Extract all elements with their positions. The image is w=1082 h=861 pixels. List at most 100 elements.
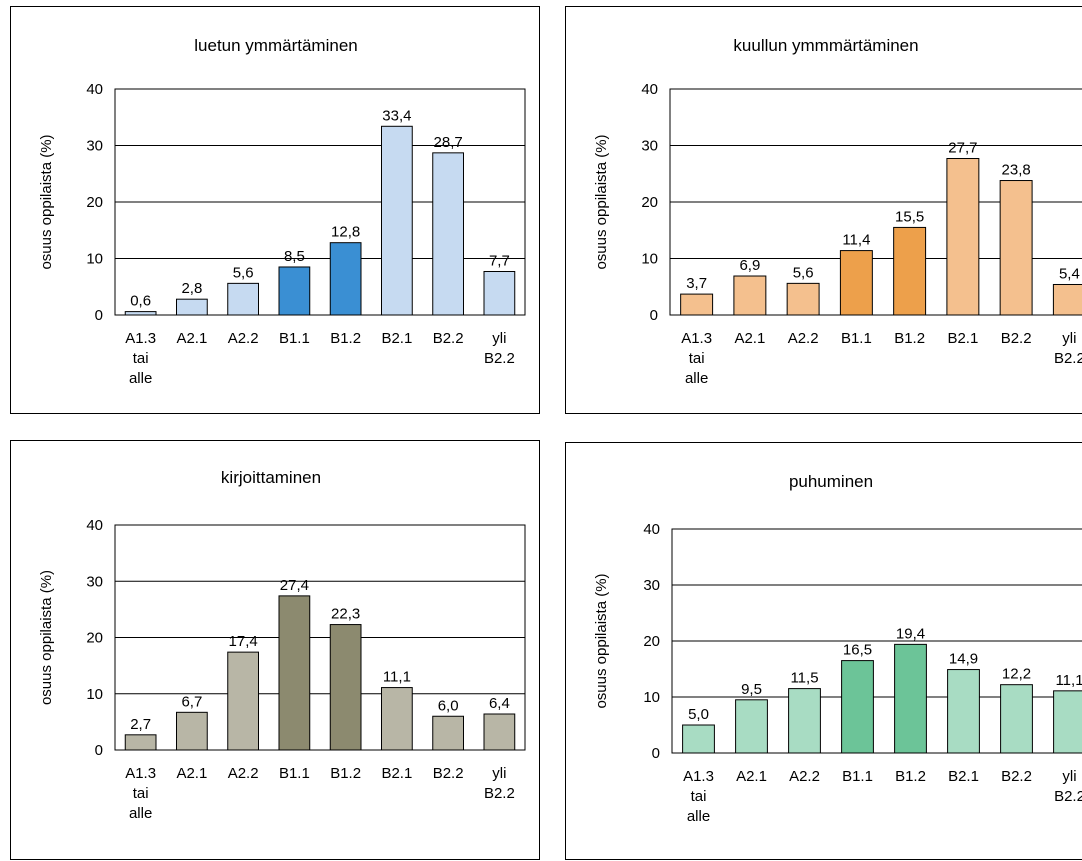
data-label: 11,5 — [790, 670, 818, 687]
data-label: 7,7 — [489, 252, 510, 269]
x-tick-label: B2.1 — [947, 330, 978, 347]
x-tick-label: B1.2 — [894, 330, 925, 347]
y-tick-label: 0 — [95, 307, 103, 324]
bar — [999, 180, 1033, 316]
x-tick-label: yli B2.2 — [1054, 330, 1082, 367]
y-tick-label: 40 — [641, 81, 658, 98]
bar — [735, 699, 768, 754]
y-tick-label: 0 — [95, 742, 103, 759]
y-tick-label: 20 — [643, 633, 660, 650]
data-label: 3,7 — [686, 275, 707, 292]
chart-svg: luetun ymmärtäminen osuus oppilaista (%) 0… — [38, 36, 526, 387]
x-tick-label: yli B2.2 — [484, 330, 515, 367]
data-label: 11,4 — [842, 232, 870, 249]
bar — [278, 595, 311, 751]
x-tick-label: A1.3 tai alle — [125, 330, 156, 387]
y-tick-label: 20 — [86, 630, 103, 647]
bar — [947, 669, 980, 754]
data-label: 5,6 — [233, 264, 254, 281]
plot-area — [114, 88, 526, 316]
bar — [1000, 684, 1033, 754]
data-label: 27,7 — [948, 139, 977, 156]
data-label: 2,8 — [181, 280, 202, 297]
data-label: 23,8 — [1002, 162, 1031, 179]
chart-svg: kirjoittaminen osuus oppilaista (%) 0 10 20 3… — [38, 468, 526, 822]
bar — [176, 711, 208, 751]
y-tick-label: 40 — [643, 521, 660, 538]
y-tick-label: 0 — [652, 745, 660, 762]
data-label: 15,5 — [895, 208, 924, 225]
data-label: 9,5 — [741, 681, 762, 698]
chart-svg: puhuminen osuus oppilaista (%) 0 10 20 30 40 5,… — [593, 472, 1082, 825]
y-tick-label: 30 — [643, 577, 660, 594]
bar — [483, 713, 516, 751]
x-tick-label: B1.2 — [330, 330, 361, 347]
x-tick-label: B1.1 — [279, 330, 310, 347]
bar — [839, 250, 873, 316]
data-label: 6,9 — [739, 257, 760, 274]
data-label: 12,2 — [1002, 666, 1031, 683]
x-tick-label: B1.2 — [895, 768, 926, 785]
bar — [483, 270, 516, 316]
x-tick-label: A2.2 — [228, 765, 259, 782]
data-label: 19,4 — [896, 625, 925, 642]
bar — [227, 651, 259, 751]
bar — [786, 282, 820, 316]
x-tick-label: A2.1 — [736, 768, 767, 785]
bar — [682, 724, 715, 754]
y-tick-label: 10 — [86, 686, 103, 703]
x-tick-label: B1.1 — [842, 768, 873, 785]
y-tick-label: 20 — [86, 194, 103, 211]
x-tick-label: B1.1 — [279, 765, 310, 782]
bar — [329, 624, 362, 751]
x-tick-label: A2.1 — [176, 765, 207, 782]
x-tick-label: B2.1 — [948, 768, 979, 785]
y-axis-label: osuus oppilaista (%) — [38, 134, 55, 269]
data-label: 5,4 — [1059, 265, 1080, 282]
plot-area — [671, 528, 1082, 754]
y-tick-label: 40 — [86, 81, 103, 98]
data-label: 11,1 — [1055, 672, 1082, 689]
chart-panel-listening: kuullun ymmmärtäminen osuus oppilaista (%… — [565, 6, 1082, 414]
bar — [278, 266, 311, 316]
bar — [432, 152, 464, 316]
chart-title: luetun ymmärtäminen — [194, 36, 357, 55]
x-tick-label: yli B2.2 — [1054, 768, 1082, 805]
x-tick-label: B1.2 — [330, 765, 361, 782]
bar — [176, 298, 208, 316]
data-label: 27,4 — [280, 577, 309, 594]
x-tick-label: B2.2 — [433, 765, 464, 782]
x-tick-label: A2.2 — [789, 768, 820, 785]
bar — [329, 242, 362, 316]
x-tick-label: B2.1 — [381, 765, 412, 782]
data-label: 2,7 — [130, 716, 151, 733]
x-tick-label: A2.2 — [788, 330, 819, 347]
x-tick-label: B1.1 — [841, 330, 872, 347]
data-label: 11,1 — [383, 669, 411, 686]
y-tick-label: 30 — [641, 138, 658, 155]
plot-area — [114, 524, 526, 751]
chart-title: kirjoittaminen — [221, 468, 321, 487]
chart-panel-writing: kirjoittaminen osuus oppilaista (%) 0 10 20 3… — [10, 440, 540, 860]
data-label: 6,7 — [181, 693, 202, 710]
bar — [124, 311, 157, 316]
x-tick-label: B2.2 — [433, 330, 464, 347]
bar — [124, 734, 157, 751]
x-tick-label: yli B2.2 — [484, 765, 515, 802]
bar — [1052, 283, 1082, 316]
bar — [432, 715, 464, 751]
y-tick-label: 10 — [643, 689, 660, 706]
chart-title: puhuminen — [789, 472, 873, 491]
chart-title: kuullun ymmmärtäminen — [733, 36, 918, 55]
bar — [788, 688, 821, 754]
data-label: 6,4 — [489, 695, 510, 712]
bar — [841, 660, 874, 754]
x-tick-label: A1.3 tai alle — [683, 768, 714, 825]
bar — [227, 282, 259, 316]
y-tick-label: 40 — [86, 517, 103, 534]
y-tick-label: 10 — [86, 251, 103, 268]
y-tick-label: 0 — [650, 307, 658, 324]
bar — [733, 275, 767, 316]
x-tick-label: A1.3 tai alle — [125, 765, 156, 822]
bar — [946, 157, 980, 316]
